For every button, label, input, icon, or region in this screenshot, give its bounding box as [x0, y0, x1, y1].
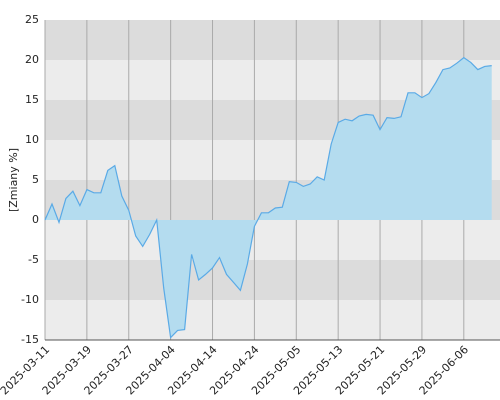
y-tick-label: 10 [25, 133, 39, 146]
background-band [45, 20, 500, 60]
y-tick-label: -10 [21, 293, 39, 306]
y-tick-label: -15 [21, 333, 39, 346]
background-band [45, 60, 500, 100]
area [45, 57, 492, 338]
y-axis-label: [Zmiany %] [7, 148, 20, 212]
line [44, 56, 492, 339]
y-tick-label: 5 [32, 173, 39, 186]
y-tick-label: 25 [25, 13, 39, 26]
y-tick-label: 15 [25, 93, 39, 106]
background-band [45, 260, 500, 300]
background-band [45, 300, 500, 340]
y-tick-label: 20 [25, 53, 39, 66]
y-tick-label: 0 [32, 213, 39, 226]
background-band [45, 220, 500, 260]
y-tick-label: -5 [28, 253, 39, 266]
